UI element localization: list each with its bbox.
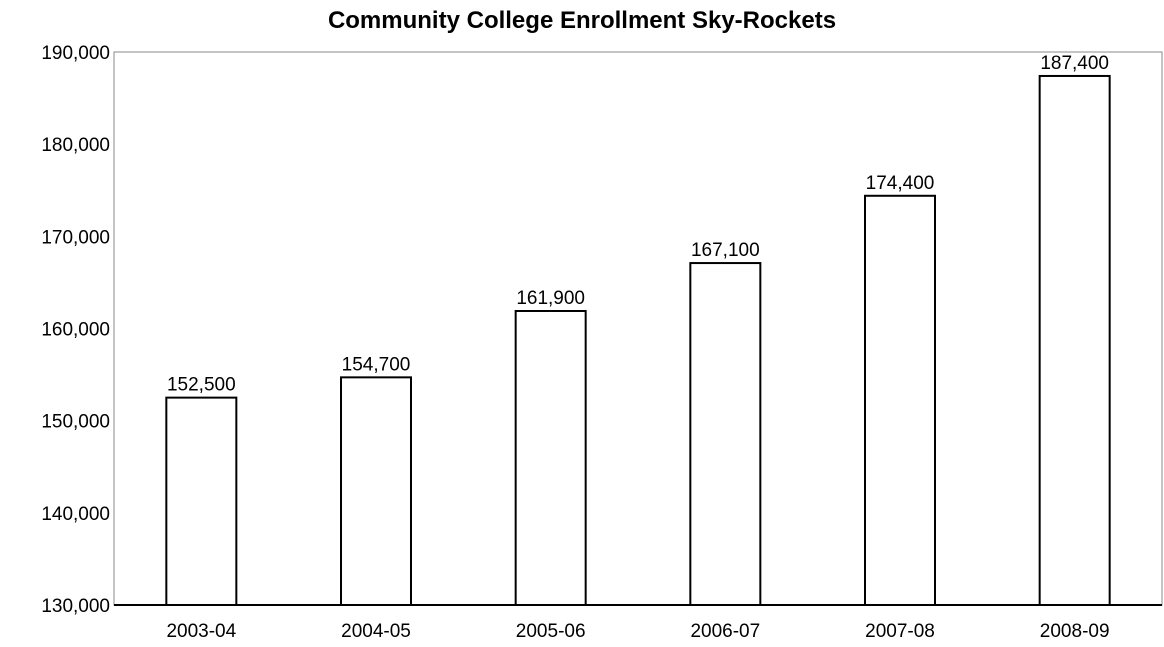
y-tick-label: 160,000	[41, 320, 110, 341]
bars-group	[165, 74, 1111, 607]
bar	[689, 262, 762, 606]
bar-data-label: 152,500	[167, 375, 236, 396]
chart-title: Community College Enrollment Sky-Rockets	[328, 7, 836, 34]
y-tick-label: 190,000	[41, 43, 110, 64]
x-tick-label: 2004-05	[341, 621, 411, 642]
y-tick-label: 170,000	[41, 227, 110, 248]
plot-area-frame	[113, 51, 1163, 606]
y-axis-ticks: 130,000 140,000 150,000 160,000 170,000 180,0…	[41, 43, 110, 617]
y-tick-label: 140,000	[41, 504, 110, 525]
bar-data-label: 161,900	[516, 288, 585, 309]
bar-data-label: 167,100	[691, 240, 760, 261]
bar	[514, 309, 587, 606]
bar	[1038, 74, 1111, 607]
bar	[864, 194, 936, 606]
y-tick-label: 180,000	[41, 135, 110, 156]
bar-data-label: 154,700	[342, 354, 411, 375]
y-tick-label: 150,000	[41, 412, 110, 433]
x-tick-label: 2007-08	[865, 621, 935, 642]
x-axis-ticks: 2003-04 2004-05 2005-06 2006-07 2007-08 2008-…	[166, 621, 1109, 642]
bar	[340, 376, 412, 606]
x-tick-label: 2008-09	[1040, 621, 1110, 642]
x-tick-label: 2005-06	[516, 621, 586, 642]
bar-data-label: 174,400	[866, 173, 935, 194]
data-labels-group: 152,500 154,700 161,900 167,100 174,400 187,4…	[167, 53, 1109, 396]
x-tick-label: 2003-04	[166, 621, 236, 642]
x-tick-label: 2006-07	[690, 621, 760, 642]
bar-data-label: 187,400	[1040, 53, 1109, 74]
y-tick-label: 130,000	[41, 596, 110, 617]
bar	[165, 396, 238, 606]
